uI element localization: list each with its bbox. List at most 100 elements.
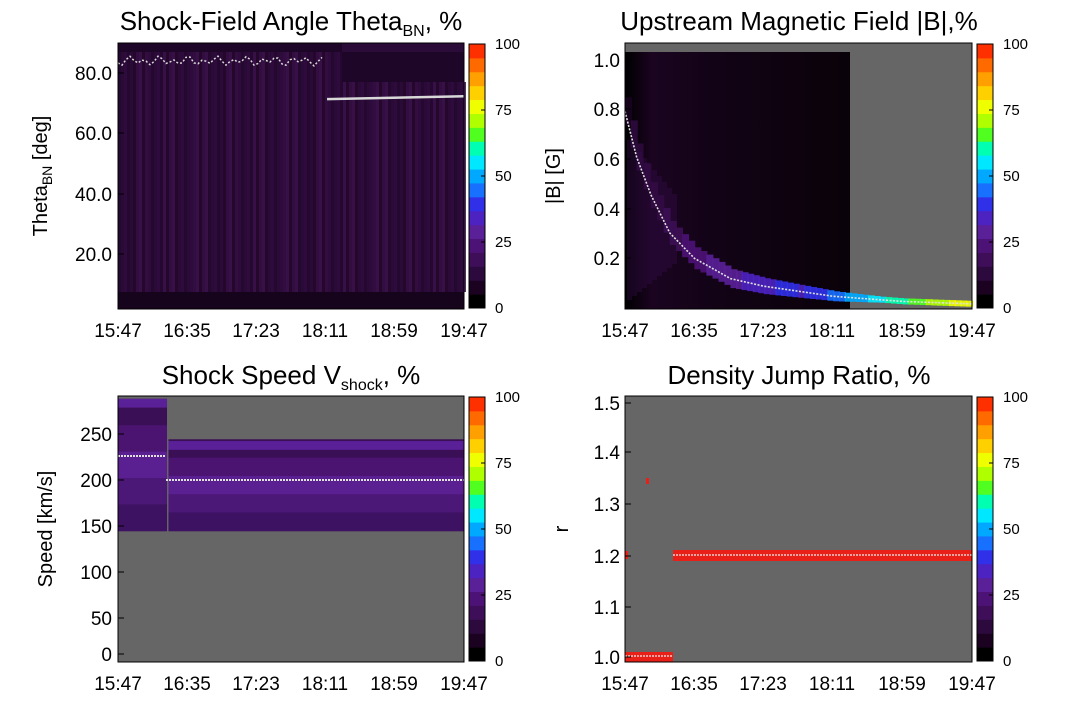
colorbar-segment [469,563,485,579]
colorbar-segment [977,452,993,467]
heatmap-cell [700,251,708,273]
heatmap-column [151,52,154,292]
heatmap-column [160,52,163,292]
heatmap-row [168,457,465,477]
heatmap-column [259,52,262,292]
colorbar-segment [469,438,485,454]
heatmap-column [319,52,322,292]
colorbar-segment [469,210,485,226]
colorbar-segment [469,224,485,240]
colorbar-tick-label: 25 [495,234,512,251]
colorbar-segment [977,127,993,142]
x-tick-label: 17:23 [232,321,280,342]
heatmap-cell [781,281,789,296]
x-tick-label: 19:47 [440,674,488,695]
colorbar-segment [469,141,485,156]
x-tick-label: 18:59 [878,321,926,342]
heatmap-column [310,52,313,292]
heatmap-column [448,82,451,292]
colorbar-segment [977,224,993,240]
x-tick-label: 17:23 [739,674,787,695]
x-tick-label: 18:59 [370,321,418,342]
plot-frame [624,42,973,310]
heatmap-column [136,52,139,292]
y-tick-label: 250 [80,425,112,446]
colorbar-segment [469,155,485,170]
panel-b-field: Upstream Magnetic Field |B|,% 0.2 0.4 0.… [543,6,1028,342]
colorbar-segment [469,238,485,253]
heatmap-column [241,52,244,292]
heatmap-cell [850,293,858,302]
heatmap-column [223,52,226,292]
colorbar-segment [469,605,485,620]
heatmap-column [400,82,403,292]
panel-title: Upstream Magnetic Field |B|,% [620,6,977,36]
heatmap-column [247,52,250,292]
colorbar-tick-label: 50 [1003,168,1020,185]
heatmap-cell [643,162,651,190]
heatmap-column [292,52,295,292]
heatmap-column [361,82,364,292]
heatmap-upper-band [342,52,464,82]
heatmap-column [280,52,283,292]
colorbar-segment [977,591,993,606]
heatmap-cell [937,299,945,306]
heatmap-cell [676,227,683,252]
panel-title: Density Jump Ratio, % [668,360,931,390]
colorbar: 0 25 50 75 100 [976,36,1028,317]
heatmap-cell [763,278,771,295]
heatmap-cell [833,291,841,302]
heatmap-column [220,52,223,292]
colorbar-segment [469,494,485,509]
x-tick-label: 19:47 [948,321,996,342]
heatmap-column [166,52,169,292]
heatmap-column [451,82,454,292]
heatmap-row [118,478,168,505]
colorbar-segment [977,438,993,454]
colorbar-segment [977,647,993,662]
heatmap-column [238,52,241,292]
colorbar-segment [469,169,485,184]
colorbar-segment [469,294,485,309]
colorbar-segment [977,266,993,281]
heatmap-column [304,52,307,292]
heatmap-column [436,82,439,292]
heatmap-column [277,52,280,292]
x-tick-label: 15:47 [94,674,142,695]
heatmap-halo-cell [632,146,637,296]
heatmap-column [154,52,157,292]
heatmap-cell [651,182,658,208]
heatmap-column [439,82,442,292]
colorbar-tick-label: 50 [495,521,512,538]
heatmap-column [403,82,406,292]
heatmap-column [370,82,373,292]
heatmap-column [202,52,205,292]
colorbar-segment [977,99,993,114]
heatmap-cell [718,261,726,282]
colorbar-segment [469,591,485,606]
heatmap-column [430,82,433,292]
colorbar-segment [977,141,993,156]
heatmap-column [205,52,208,292]
heatmap-column [163,52,166,292]
colorbar-segment [977,480,993,495]
heatmap-column [142,52,145,292]
colorbar-segment [977,494,993,509]
colorbar-segment [977,535,993,551]
y-axis-label: Speed [km/s] [35,471,57,588]
colorbar-segment [977,605,993,620]
heatmap-column [244,52,247,292]
heatmap-band-early [625,652,673,662]
heatmap-column [415,82,418,292]
heatmap-cell [815,288,823,300]
y-tick-label: 1.4 [594,443,621,464]
colorbar-segment [469,85,485,101]
heatmap-halo-cell [642,158,647,288]
heatmap-cell [902,298,910,305]
x-ticks: 15:47 16:35 17:23 18:11 18:59 19:47 [94,321,488,342]
colorbar-tick-label: 75 [1003,455,1020,472]
heatmap-top-band [118,43,342,52]
heatmap-column [121,52,124,292]
colorbar-segment [977,71,993,87]
colorbar: 0 25 50 75 100 [976,389,1028,670]
